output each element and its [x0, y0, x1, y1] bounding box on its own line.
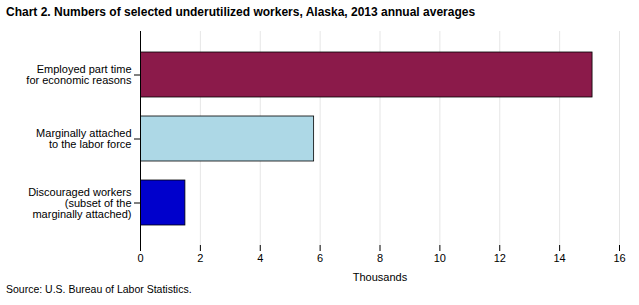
html-text:Chart 2. Numbers of selected u: Chart 2. Numbers of selected underutiliz…: [6, 5, 476, 19]
svg-text:12: 12: [494, 252, 506, 264]
html-text:Source: U.S. Bureau of Labor S: Source: U.S. Bureau of Labor Statistics.: [6, 283, 192, 295]
svg-text:Discouraged workers(subset of: Discouraged workers(subset of themargina…: [28, 186, 132, 220]
svg-text:16: 16: [613, 252, 625, 264]
svg-text:Employed part timefor economic: Employed part timefor economic reasons: [26, 63, 132, 86]
svg-text:4: 4: [257, 252, 263, 264]
svg-text:2: 2: [197, 252, 203, 264]
svg-text:8: 8: [377, 252, 383, 264]
svg-text:0: 0: [137, 252, 143, 264]
svg-text:14: 14: [554, 252, 566, 264]
svg-text:Marginally attachedto the labo: Marginally attachedto the labor force: [36, 127, 131, 150]
svg-text:10: 10: [434, 252, 446, 264]
svg-text:Thousands: Thousands: [353, 271, 408, 283]
svg-text:6: 6: [317, 252, 323, 264]
